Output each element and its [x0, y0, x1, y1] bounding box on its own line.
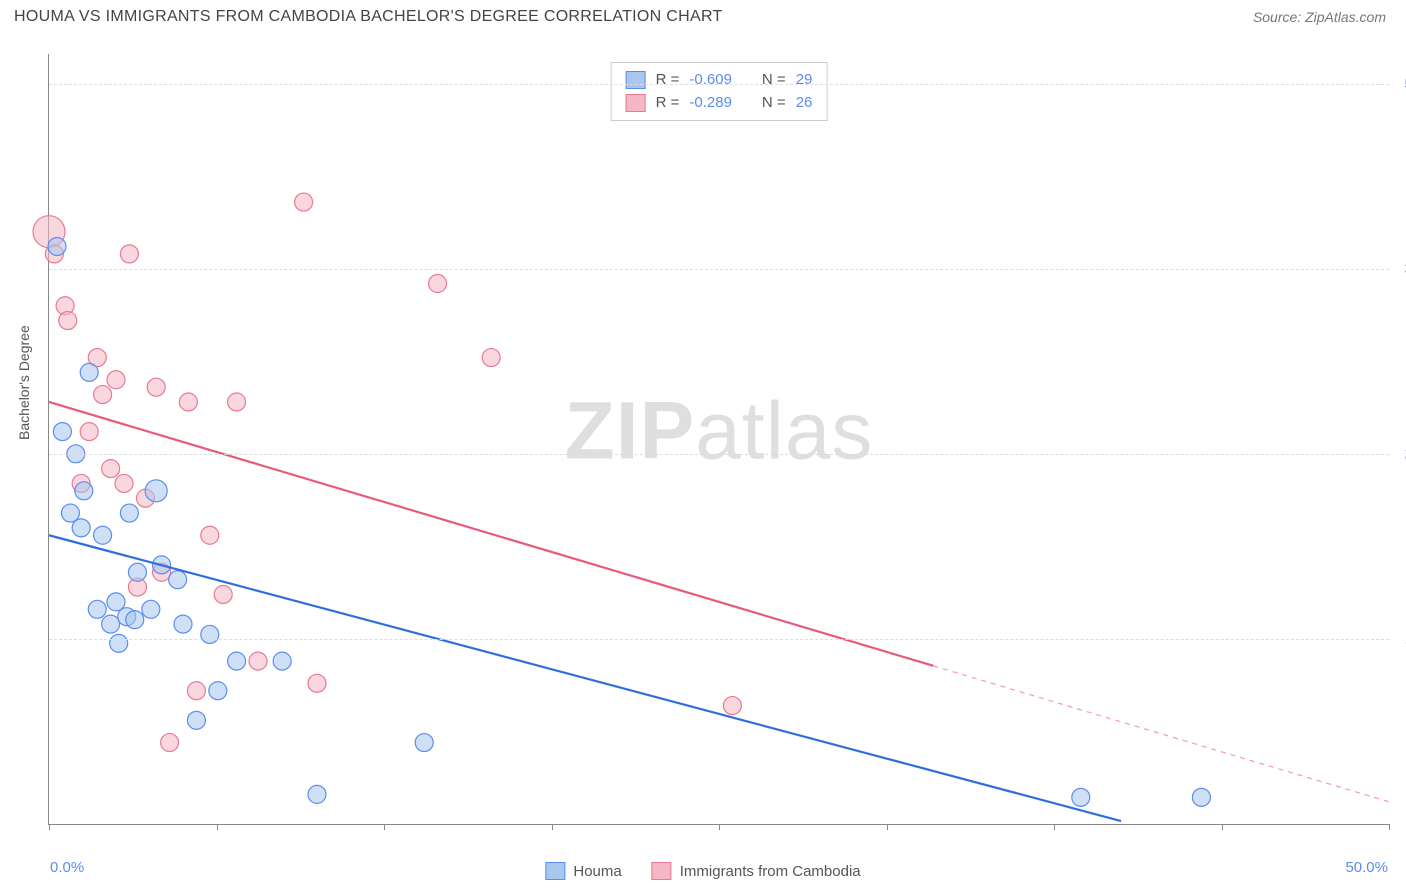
- legend-item-houma: Houma: [545, 862, 621, 880]
- n-value-houma: 29: [796, 69, 813, 92]
- stats-row-houma: R = -0.609 N = 29: [626, 69, 813, 92]
- bottom-legend: Houma Immigrants from Cambodia: [545, 862, 860, 880]
- swatch-houma-icon: [545, 862, 565, 880]
- swatch-cambodia: [626, 94, 646, 112]
- legend-item-cambodia: Immigrants from Cambodia: [652, 862, 861, 880]
- r-value-cambodia: -0.289: [689, 92, 732, 115]
- chart-title: HOUMA VS IMMIGRANTS FROM CAMBODIA BACHEL…: [14, 8, 723, 26]
- legend-label-houma: Houma: [573, 863, 621, 880]
- legend-label-cambodia: Immigrants from Cambodia: [680, 863, 861, 880]
- r-value-houma: -0.609: [689, 69, 732, 92]
- n-label: N =: [762, 69, 786, 92]
- stats-legend: R = -0.609 N = 29 R = -0.289 N = 26: [611, 62, 828, 121]
- y-axis-title: Bachelor's Degree: [16, 325, 32, 440]
- r-label: R =: [656, 69, 680, 92]
- n-value-cambodia: 26: [796, 92, 813, 115]
- n-label: N =: [762, 92, 786, 115]
- source-label: Source: ZipAtlas.com: [1253, 9, 1386, 25]
- stats-row-cambodia: R = -0.289 N = 26: [626, 92, 813, 115]
- swatch-houma: [626, 71, 646, 89]
- swatch-cambodia-icon: [652, 862, 672, 880]
- scatter-svg: [49, 54, 1389, 824]
- x-origin-label: 0.0%: [50, 859, 84, 876]
- r-label: R =: [656, 92, 680, 115]
- x-max-label: 50.0%: [1345, 859, 1388, 876]
- chart-plot-area: ZIPatlas R = -0.609 N = 29 R = -0.289 N …: [48, 54, 1389, 825]
